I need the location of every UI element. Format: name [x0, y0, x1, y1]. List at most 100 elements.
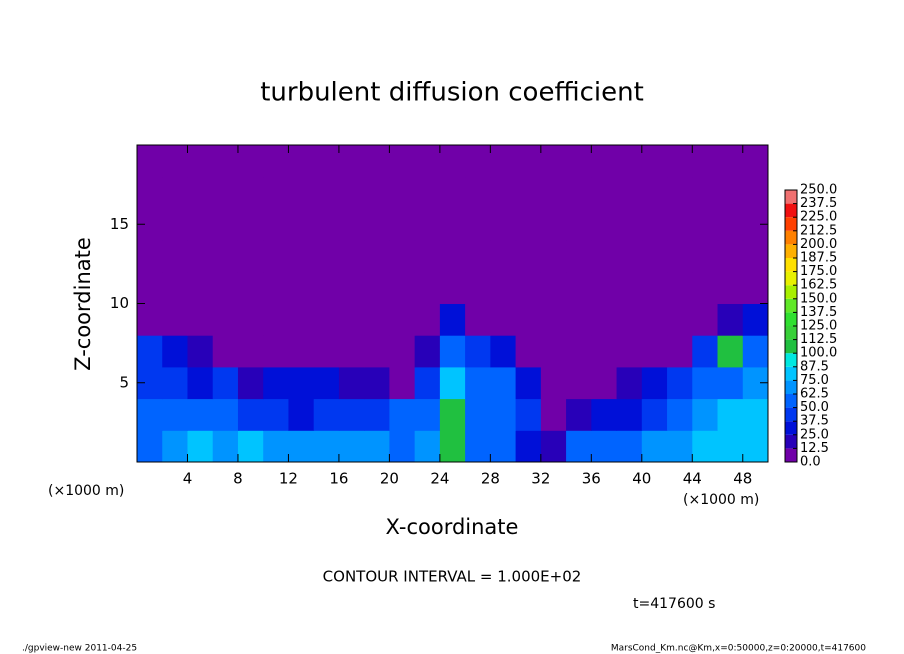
colorbar-label: 25.0 — [800, 427, 829, 442]
colorbar-label: 237.5 — [800, 196, 837, 211]
cell — [162, 240, 188, 273]
cell — [338, 303, 365, 336]
cell — [263, 145, 289, 178]
cell — [414, 240, 441, 273]
cell — [566, 366, 592, 400]
cell — [288, 176, 315, 209]
cell — [313, 398, 340, 431]
cell — [439, 208, 466, 241]
x-tick-label: 16 — [329, 470, 348, 488]
cell — [288, 240, 315, 273]
cell — [667, 366, 693, 400]
contour-note: CONTOUR INTERVAL = 1.000E+02 — [323, 568, 582, 586]
cell — [515, 398, 542, 431]
cell — [313, 366, 340, 400]
cell — [338, 366, 365, 400]
cell — [490, 398, 517, 431]
cell — [263, 208, 289, 241]
colorbar-segment — [785, 394, 797, 408]
cell — [742, 271, 769, 304]
cell — [540, 398, 567, 431]
cell — [692, 176, 719, 209]
cell — [515, 335, 542, 368]
cell — [742, 430, 769, 463]
cell — [187, 430, 214, 463]
cell — [414, 398, 441, 431]
cell — [591, 208, 618, 241]
cell — [591, 366, 618, 400]
cell — [616, 145, 643, 178]
cell — [263, 240, 289, 273]
y-axis-label: Z-coordinate — [71, 237, 95, 371]
cell — [288, 430, 315, 463]
cell — [263, 303, 289, 336]
cell — [667, 145, 693, 178]
cell — [162, 335, 188, 368]
cell — [465, 145, 491, 178]
colorbar-segment — [785, 190, 797, 204]
cell — [364, 366, 390, 400]
cell — [414, 208, 441, 241]
cell — [641, 303, 668, 336]
cell — [414, 303, 441, 336]
cell — [717, 430, 744, 463]
cell — [616, 366, 643, 400]
cell — [692, 398, 719, 431]
cell — [364, 271, 390, 304]
cell — [742, 176, 769, 209]
cell — [490, 335, 517, 368]
colorbar-label: 75.0 — [800, 373, 829, 388]
cell — [465, 208, 491, 241]
cell — [137, 335, 163, 368]
cell — [490, 271, 517, 304]
cell — [237, 240, 264, 273]
cell — [540, 303, 567, 336]
cell — [439, 366, 466, 400]
cell — [566, 145, 592, 178]
cell — [212, 176, 239, 209]
cell — [566, 303, 592, 336]
x-tick-label: 20 — [380, 470, 399, 488]
cell — [717, 303, 744, 336]
cell — [540, 145, 567, 178]
cell — [212, 208, 239, 241]
cell — [515, 271, 542, 304]
cell — [641, 271, 668, 304]
cell — [692, 145, 719, 178]
cell — [515, 145, 542, 178]
cell — [667, 430, 693, 463]
cell — [237, 145, 264, 178]
cell — [692, 335, 719, 368]
cell — [692, 240, 719, 273]
colorbar-segment — [785, 366, 797, 381]
cell — [591, 271, 618, 304]
cell — [515, 176, 542, 209]
colorbar-label: 250.0 — [800, 183, 837, 198]
cell — [591, 398, 618, 431]
cell — [187, 303, 214, 336]
cell — [616, 240, 643, 273]
colorbar-segment — [785, 326, 797, 340]
cell — [187, 176, 214, 209]
chart-title: turbulent diffusion coefficient — [260, 78, 644, 108]
cell — [465, 176, 491, 209]
y-tick-label: 10 — [110, 294, 129, 312]
cell — [692, 430, 719, 463]
cell — [515, 240, 542, 273]
colorbar-label: 212.5 — [800, 223, 837, 238]
cell — [641, 430, 668, 463]
cell — [288, 208, 315, 241]
cell — [667, 240, 693, 273]
cell — [566, 430, 592, 463]
cell — [313, 176, 340, 209]
cell — [667, 208, 693, 241]
cell — [137, 176, 163, 209]
colorbar-label: 50.0 — [800, 400, 829, 415]
cell — [212, 366, 239, 400]
colorbar-segment — [785, 421, 797, 435]
colorbar-segment — [785, 298, 797, 313]
cell — [717, 398, 744, 431]
cell — [439, 176, 466, 209]
cell — [237, 303, 264, 336]
cell — [641, 335, 668, 368]
